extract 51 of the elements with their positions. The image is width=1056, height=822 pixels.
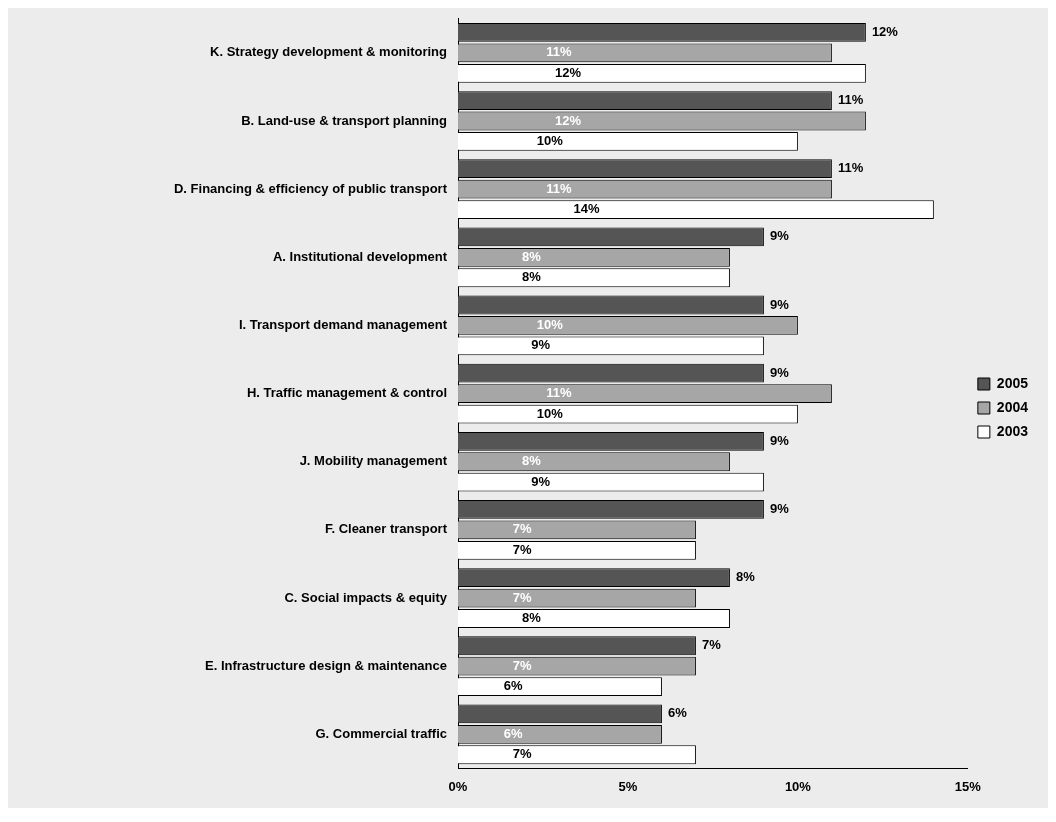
data-label: 9% <box>769 364 790 380</box>
data-label: 11% <box>546 44 573 60</box>
y-tick-label: D. Financing & efficiency of public transport <box>173 180 448 196</box>
data-label: 10% <box>536 405 564 421</box>
y-tick-label: F. Cleaner transport <box>324 521 448 537</box>
data-label: 12% <box>555 64 582 80</box>
x-tick-label: 0% <box>448 778 468 794</box>
data-label: 7% <box>512 746 533 762</box>
data-label: 6% <box>667 705 688 721</box>
y-tick-label: H. Traffic management & control <box>246 385 447 401</box>
data-label: 7% <box>512 589 533 605</box>
data-label: 9% <box>531 337 551 353</box>
data-label: 11% <box>546 180 573 196</box>
data-label: 6% <box>503 725 523 741</box>
data-label: 10% <box>536 133 564 149</box>
data-label: 9% <box>769 432 790 448</box>
legend-label: 2004 <box>996 398 1029 415</box>
data-label: 11% <box>546 385 573 401</box>
x-tick-label: 10% <box>784 778 812 794</box>
data-label: 12% <box>871 24 899 40</box>
data-label: 8% <box>735 569 756 585</box>
data-label: 6% <box>503 678 523 694</box>
y-tick-label: B. Land-use & transport planning <box>241 112 448 128</box>
data-label: 8% <box>522 610 542 626</box>
y-tick-label: G. Commercial traffic <box>315 725 447 741</box>
data-label: 7% <box>512 657 533 673</box>
data-label: 7% <box>701 637 722 653</box>
data-label: 8% <box>522 269 542 285</box>
y-tick-label: A. Institutional development <box>272 248 448 264</box>
data-label: 11% <box>837 160 864 176</box>
data-label: 14% <box>573 201 600 217</box>
y-tick-label: J. Mobility management <box>299 453 448 469</box>
data-label: 9% <box>531 473 551 489</box>
data-label: 8% <box>522 248 542 264</box>
x-tick-label: 15% <box>954 778 982 794</box>
y-tick-label: E. Infrastructure design & maintenance <box>204 657 447 673</box>
data-label: 9% <box>769 228 790 244</box>
data-label: 10% <box>536 317 564 333</box>
x-tick-label: 5% <box>618 778 638 794</box>
y-tick-label: K. Strategy development & monitoring <box>210 44 448 60</box>
data-label: 12% <box>555 112 582 128</box>
y-tick-label: C. Social impacts & equity <box>284 589 448 605</box>
data-label: 8% <box>522 453 542 469</box>
data-label: 9% <box>769 501 790 517</box>
legend-label: 2005 <box>996 374 1029 391</box>
data-label: 7% <box>512 521 533 537</box>
data-label: 11% <box>837 92 864 108</box>
legend-label: 2003 <box>996 422 1029 439</box>
data-label: 9% <box>769 296 790 312</box>
data-label: 7% <box>512 541 533 557</box>
y-tick-label: I. Transport demand management <box>238 317 448 333</box>
